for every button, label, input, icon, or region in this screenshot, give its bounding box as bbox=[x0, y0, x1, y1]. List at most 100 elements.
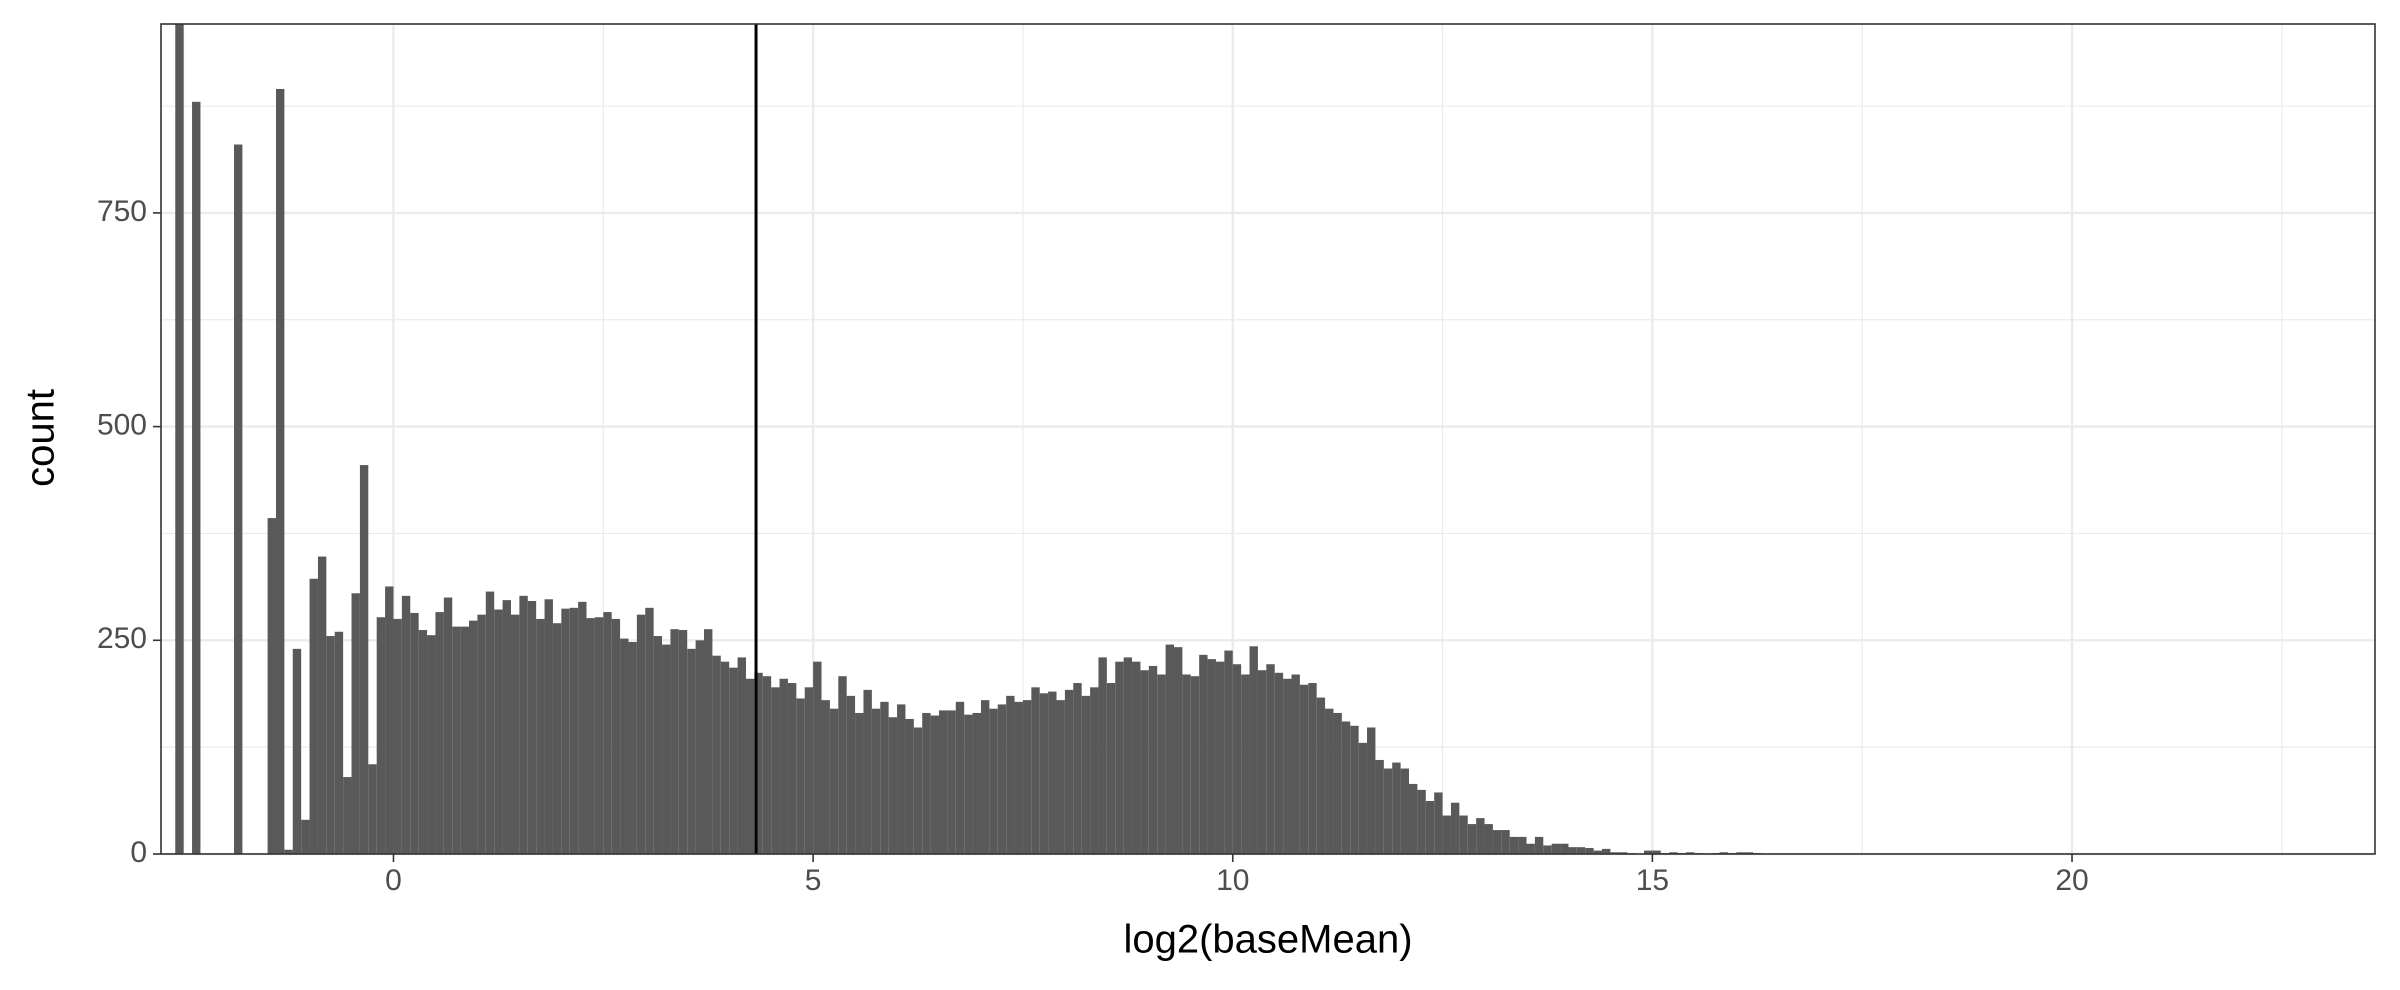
bar bbox=[578, 601, 587, 854]
bar bbox=[544, 599, 553, 854]
bar bbox=[762, 676, 772, 854]
bar bbox=[1299, 684, 1309, 854]
bar bbox=[704, 629, 713, 854]
bar bbox=[1585, 848, 1594, 854]
bar bbox=[326, 636, 335, 854]
bar bbox=[1056, 700, 1065, 854]
bar bbox=[1140, 670, 1149, 854]
bar bbox=[1148, 665, 1158, 854]
bar bbox=[1249, 646, 1258, 854]
bar bbox=[275, 88, 285, 854]
bar bbox=[813, 661, 822, 854]
bar bbox=[552, 623, 562, 854]
bar bbox=[687, 648, 696, 854]
bar bbox=[922, 712, 931, 854]
bar bbox=[1106, 683, 1116, 854]
y-axis-title: count bbox=[19, 389, 63, 487]
bar bbox=[737, 657, 746, 854]
bar bbox=[427, 635, 436, 854]
bar bbox=[1492, 830, 1502, 854]
bar bbox=[670, 629, 679, 854]
bar bbox=[1568, 847, 1577, 854]
bar bbox=[930, 715, 940, 854]
bar bbox=[645, 607, 654, 854]
bar bbox=[1048, 691, 1057, 854]
bar bbox=[745, 678, 755, 854]
bar bbox=[1602, 848, 1611, 854]
x-axis-title: log2(baseMean) bbox=[1123, 918, 1412, 962]
bar bbox=[1090, 687, 1099, 854]
bar bbox=[1501, 830, 1510, 854]
bar bbox=[1367, 727, 1376, 854]
bar bbox=[1669, 852, 1678, 854]
bar bbox=[175, 24, 184, 854]
bar bbox=[267, 518, 276, 854]
bar bbox=[787, 683, 797, 854]
bar bbox=[1132, 661, 1141, 854]
bar bbox=[586, 618, 595, 854]
bar bbox=[1375, 759, 1384, 854]
bar bbox=[1190, 676, 1200, 854]
bar bbox=[1459, 815, 1468, 854]
bar bbox=[603, 612, 612, 854]
bar bbox=[1157, 674, 1166, 854]
bar bbox=[1652, 850, 1661, 854]
bar bbox=[636, 614, 646, 854]
bar bbox=[880, 701, 889, 854]
x-tick-label: 15 bbox=[1636, 864, 1669, 897]
bar bbox=[1484, 824, 1493, 854]
bar bbox=[435, 612, 444, 854]
bar bbox=[561, 608, 570, 854]
bar bbox=[628, 642, 637, 854]
bar bbox=[494, 609, 503, 854]
bar bbox=[1417, 789, 1426, 854]
bar bbox=[1039, 693, 1049, 854]
bar bbox=[1123, 657, 1133, 854]
bar bbox=[1283, 678, 1292, 854]
bar bbox=[1560, 843, 1569, 854]
bar bbox=[1006, 695, 1015, 854]
bar bbox=[1182, 674, 1191, 854]
bar bbox=[871, 708, 881, 854]
bar bbox=[913, 727, 923, 854]
bar bbox=[1551, 843, 1561, 854]
y-tick-label: 500 bbox=[97, 409, 147, 442]
panel-border bbox=[160, 23, 2376, 855]
bar bbox=[1224, 650, 1233, 854]
y-tick-label: 250 bbox=[97, 622, 147, 655]
bar bbox=[838, 676, 847, 854]
bar bbox=[1736, 852, 1745, 854]
bar bbox=[1618, 852, 1628, 854]
bar bbox=[1165, 644, 1175, 854]
bar bbox=[1534, 836, 1544, 854]
bar bbox=[1325, 708, 1334, 854]
bar bbox=[317, 556, 327, 854]
bar bbox=[1215, 661, 1225, 854]
bar bbox=[477, 614, 486, 854]
bar bbox=[418, 630, 428, 854]
bar bbox=[955, 701, 965, 854]
bar bbox=[1518, 836, 1527, 854]
bar bbox=[1257, 670, 1267, 854]
bar bbox=[1274, 672, 1284, 854]
bar bbox=[1358, 742, 1368, 854]
bar bbox=[678, 630, 688, 854]
bar bbox=[1526, 843, 1535, 854]
bar bbox=[1081, 695, 1091, 854]
bar bbox=[855, 712, 864, 854]
bar bbox=[393, 618, 402, 854]
bar bbox=[1425, 801, 1435, 854]
bar bbox=[771, 687, 780, 854]
y-tick-label: 750 bbox=[97, 195, 147, 228]
bar bbox=[452, 626, 461, 854]
bar bbox=[460, 626, 470, 854]
bar bbox=[754, 672, 763, 854]
bar bbox=[804, 687, 814, 854]
bar bbox=[301, 819, 310, 854]
bar bbox=[1291, 674, 1300, 854]
bar bbox=[1064, 689, 1074, 854]
bar bbox=[192, 101, 201, 854]
bar bbox=[1014, 701, 1023, 854]
